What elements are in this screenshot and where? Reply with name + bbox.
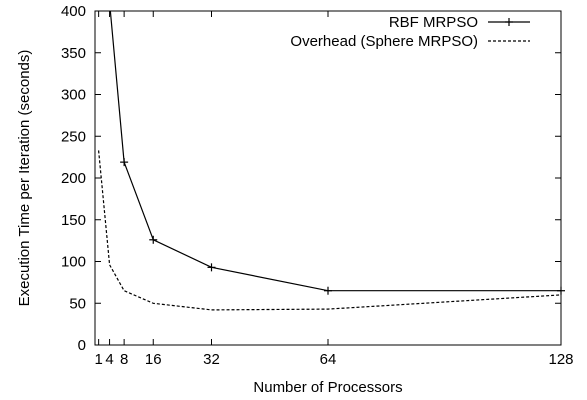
data-point-1 [557, 286, 565, 295]
y-tick-label: 50 [69, 295, 86, 312]
y-tick-label: 150 [61, 212, 86, 229]
plot-frame [94, 10, 562, 346]
x-axis-label: Number of Processors [253, 379, 402, 396]
y-tick-label: 200 [61, 170, 86, 187]
y-tick-label: 250 [61, 128, 86, 145]
x-tick-label: 4 [105, 351, 113, 368]
x-tick-label: 64 [320, 351, 337, 368]
series-line-1 [109, 11, 561, 292]
y-axis: 0 50 100 150 200 250 300 350 400 [61, 3, 561, 354]
x-tick-label: 32 [203, 351, 220, 368]
legend-label-1: RBF MRPSO [389, 14, 478, 31]
data-point-1 [207, 263, 216, 272]
data-point-1 [120, 158, 129, 167]
data-point-1 [324, 286, 332, 295]
x-tick-label: 128 [548, 351, 573, 368]
legend: RBF MRPSO Overhead (Sphere MRPSO) [290, 14, 530, 50]
y-tick-label: 300 [61, 87, 86, 104]
x-tick-label: 16 [145, 351, 162, 368]
y-tick-label: 100 [61, 254, 86, 271]
y-axis-label: Execution Time per Iteration (seconds) [16, 50, 33, 307]
plot-area [94, 10, 562, 346]
series-line-2 [98, 150, 561, 311]
y-tick-label: 350 [61, 45, 86, 62]
x-tick-label: 1 [94, 351, 102, 368]
series-group [98, 11, 565, 311]
x-axis: 1 4 8 16 32 64 128 [94, 11, 574, 368]
y-tick-label: 0 [78, 337, 86, 354]
x-tick-label: 8 [120, 351, 128, 368]
legend-label-2: Overhead (Sphere MRPSO) [290, 33, 478, 50]
y-tick-label: 400 [61, 3, 86, 20]
data-point-1 [149, 235, 158, 244]
